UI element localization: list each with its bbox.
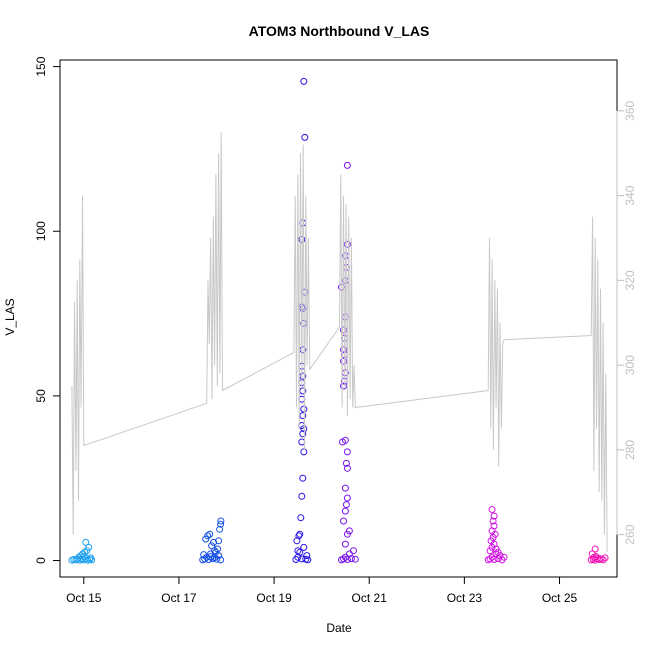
- data-point: [204, 532, 212, 540]
- data-point: [340, 517, 347, 525]
- data-point: [217, 517, 225, 525]
- data-point: [591, 545, 599, 553]
- data-point: [294, 547, 302, 555]
- data-point: [349, 547, 357, 555]
- y-left-tick-label: 0: [34, 557, 48, 564]
- right-axis-series-line: [71, 131, 608, 552]
- data-point: [217, 520, 225, 528]
- data-point: [303, 552, 311, 560]
- data-point: [298, 236, 306, 243]
- data-point: [341, 540, 349, 548]
- data-point: [300, 448, 308, 456]
- y-right-tick-label: 360: [623, 101, 637, 121]
- data-point: [494, 548, 502, 556]
- data-point: [85, 543, 93, 551]
- x-tick-label: Oct 23: [447, 591, 483, 605]
- data-point: [301, 133, 309, 141]
- data-point: [341, 436, 349, 444]
- y-left-tick-label: 100: [34, 221, 48, 241]
- data-point: [342, 501, 350, 509]
- y-right-tick-label: 260: [623, 524, 637, 544]
- x-tick-label: Oct 15: [66, 591, 102, 605]
- y-right-tick-label: 300: [623, 355, 637, 375]
- data-point: [351, 555, 359, 563]
- data-point: [300, 543, 308, 551]
- data-point: [82, 538, 90, 546]
- data-point: [201, 555, 209, 563]
- data-point: [343, 494, 351, 502]
- y-right-tick-label: 320: [623, 270, 637, 290]
- data-point: [343, 161, 351, 169]
- y-left-tick-label: 150: [34, 56, 48, 76]
- x-tick-label: Oct 21: [352, 591, 388, 605]
- y-axis-label: V_LAS: [3, 298, 17, 335]
- y-right-tick-label: 340: [623, 185, 637, 205]
- data-point: [81, 548, 89, 556]
- data-point: [486, 555, 494, 563]
- x-tick-label: Oct 19: [256, 591, 292, 605]
- data-point: [215, 537, 223, 545]
- data-point: [298, 492, 306, 500]
- data-point: [200, 551, 208, 559]
- data-point: [207, 553, 215, 561]
- data-point: [211, 554, 219, 562]
- data-point: [300, 77, 308, 85]
- data-point: [213, 555, 221, 563]
- data-point: [206, 530, 214, 538]
- x-axis-label: Date: [326, 621, 352, 635]
- data-point: [343, 464, 351, 472]
- data-point: [296, 530, 304, 538]
- data-point: [342, 459, 350, 467]
- y-right-tick-label: 280: [623, 440, 637, 460]
- data-point: [488, 506, 496, 513]
- data-point: [588, 550, 596, 558]
- data-point: [492, 550, 500, 558]
- chart-title: ATOM3 Northbound V_LAS: [249, 23, 430, 39]
- data-point: [80, 553, 88, 561]
- data-point: [217, 556, 225, 564]
- data-point: [300, 405, 308, 413]
- data-point: [87, 554, 95, 562]
- data-point: [299, 430, 307, 438]
- data-point: [489, 517, 497, 525]
- data-point: [299, 474, 307, 482]
- data-point: [601, 554, 609, 562]
- data-point: [340, 382, 347, 390]
- data-point: [341, 507, 349, 515]
- data-point: [343, 240, 351, 248]
- data-point: [304, 556, 312, 564]
- data-point: [599, 556, 607, 564]
- y-left-tick-label: 50: [34, 389, 48, 403]
- x-tick-label: Oct 17: [161, 591, 197, 605]
- x-tick-label: Oct 25: [542, 591, 578, 605]
- data-point: [345, 527, 353, 535]
- data-point: [214, 545, 222, 553]
- data-point: [500, 553, 508, 561]
- data-point: [341, 484, 349, 492]
- data-point: [343, 448, 351, 456]
- data-point: [297, 514, 305, 522]
- data-point: [347, 555, 355, 563]
- plot-area: [68, 77, 609, 564]
- data-point: [490, 522, 498, 530]
- axes: Oct 15 Oct 17 Oct 19 Oct 21 Oct 23 Oct 25 0 50 1…: [34, 56, 637, 605]
- data-point: [340, 357, 347, 365]
- data-point: [216, 525, 224, 533]
- data-point: [490, 512, 498, 520]
- data-point: [299, 412, 307, 420]
- data-point: [210, 538, 218, 546]
- data-point: [296, 548, 304, 556]
- data-point: [340, 555, 347, 563]
